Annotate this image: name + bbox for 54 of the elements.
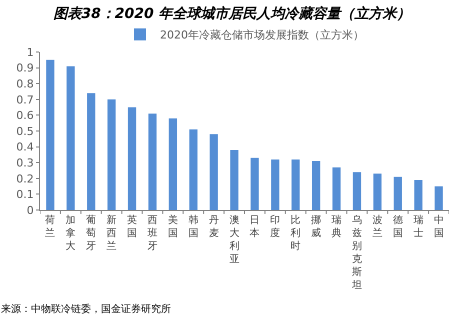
x-tick-label: 美国 <box>168 214 178 239</box>
bar <box>148 114 157 210</box>
x-tick-label: 中国 <box>434 214 444 239</box>
x-tick-label: 瑞士 <box>413 214 424 239</box>
bar <box>414 180 422 210</box>
x-tick-label: 韩国 <box>188 214 198 239</box>
chart-title: 图表38：2020 年全球城市居民人均冷藏容量（立方米） <box>53 4 411 22</box>
y-tick-label: 1 <box>26 46 34 59</box>
bar <box>128 107 136 210</box>
y-tick-label: 0 <box>26 204 34 217</box>
bar <box>271 159 280 210</box>
x-tick-label: 葡萄牙 <box>86 214 96 252</box>
bar <box>312 161 320 210</box>
x-tick-label: 澳大利亚 <box>229 214 240 265</box>
legend-label: 2020年冷藏仓储市场发展指数（立方米） <box>160 28 364 42</box>
x-tick-label: 挪威 <box>311 214 322 239</box>
x-tick-label: 比利时 <box>290 214 301 252</box>
x-tick-label: 新西兰 <box>106 214 117 252</box>
source-note: 来源：中物联冷链委，国金证券研究所 <box>1 303 171 315</box>
x-tick-label: 荷兰 <box>45 214 56 239</box>
x-tick-label: 加拿大 <box>66 214 76 252</box>
bar <box>66 66 75 210</box>
y-tick-label: 0.6 <box>16 109 34 122</box>
x-tick-label: 瑞典 <box>332 214 342 239</box>
bar <box>394 176 402 210</box>
bar <box>230 150 238 210</box>
bar <box>168 118 178 210</box>
bar <box>210 134 218 210</box>
y-tick-label: 0.8 <box>16 77 34 90</box>
y-tick-label: 0.3 <box>16 156 34 170</box>
bar <box>352 172 362 210</box>
x-tick-label: 日本 <box>250 215 260 239</box>
x-tick-label: 乌兹别克斯坦 <box>350 214 362 291</box>
bar <box>46 60 54 210</box>
y-tick-label: 0.5 <box>16 124 34 138</box>
y-tick-label: 0.2 <box>16 172 34 186</box>
bar <box>87 93 96 210</box>
x-tick-label: 丹麦 <box>208 215 219 239</box>
y-tick-label: 0.1 <box>16 188 34 202</box>
y-tick-label: 0.7 <box>16 93 34 106</box>
y-tick-label: 0.4 <box>16 140 34 154</box>
bar <box>189 129 198 210</box>
x-tick-label: 印度 <box>270 214 280 239</box>
x-tick-label: 西班牙 <box>147 215 158 252</box>
bar <box>292 159 300 210</box>
bar <box>332 167 341 210</box>
bar <box>107 99 116 210</box>
bar <box>373 174 382 210</box>
y-tick-label: 0.9 <box>16 62 34 75</box>
x-tick-label: 德国 <box>392 215 403 239</box>
bar <box>434 186 443 210</box>
x-tick-label: 英国 <box>127 214 138 239</box>
x-tick-label: 波兰 <box>372 214 382 239</box>
bar <box>250 158 259 210</box>
